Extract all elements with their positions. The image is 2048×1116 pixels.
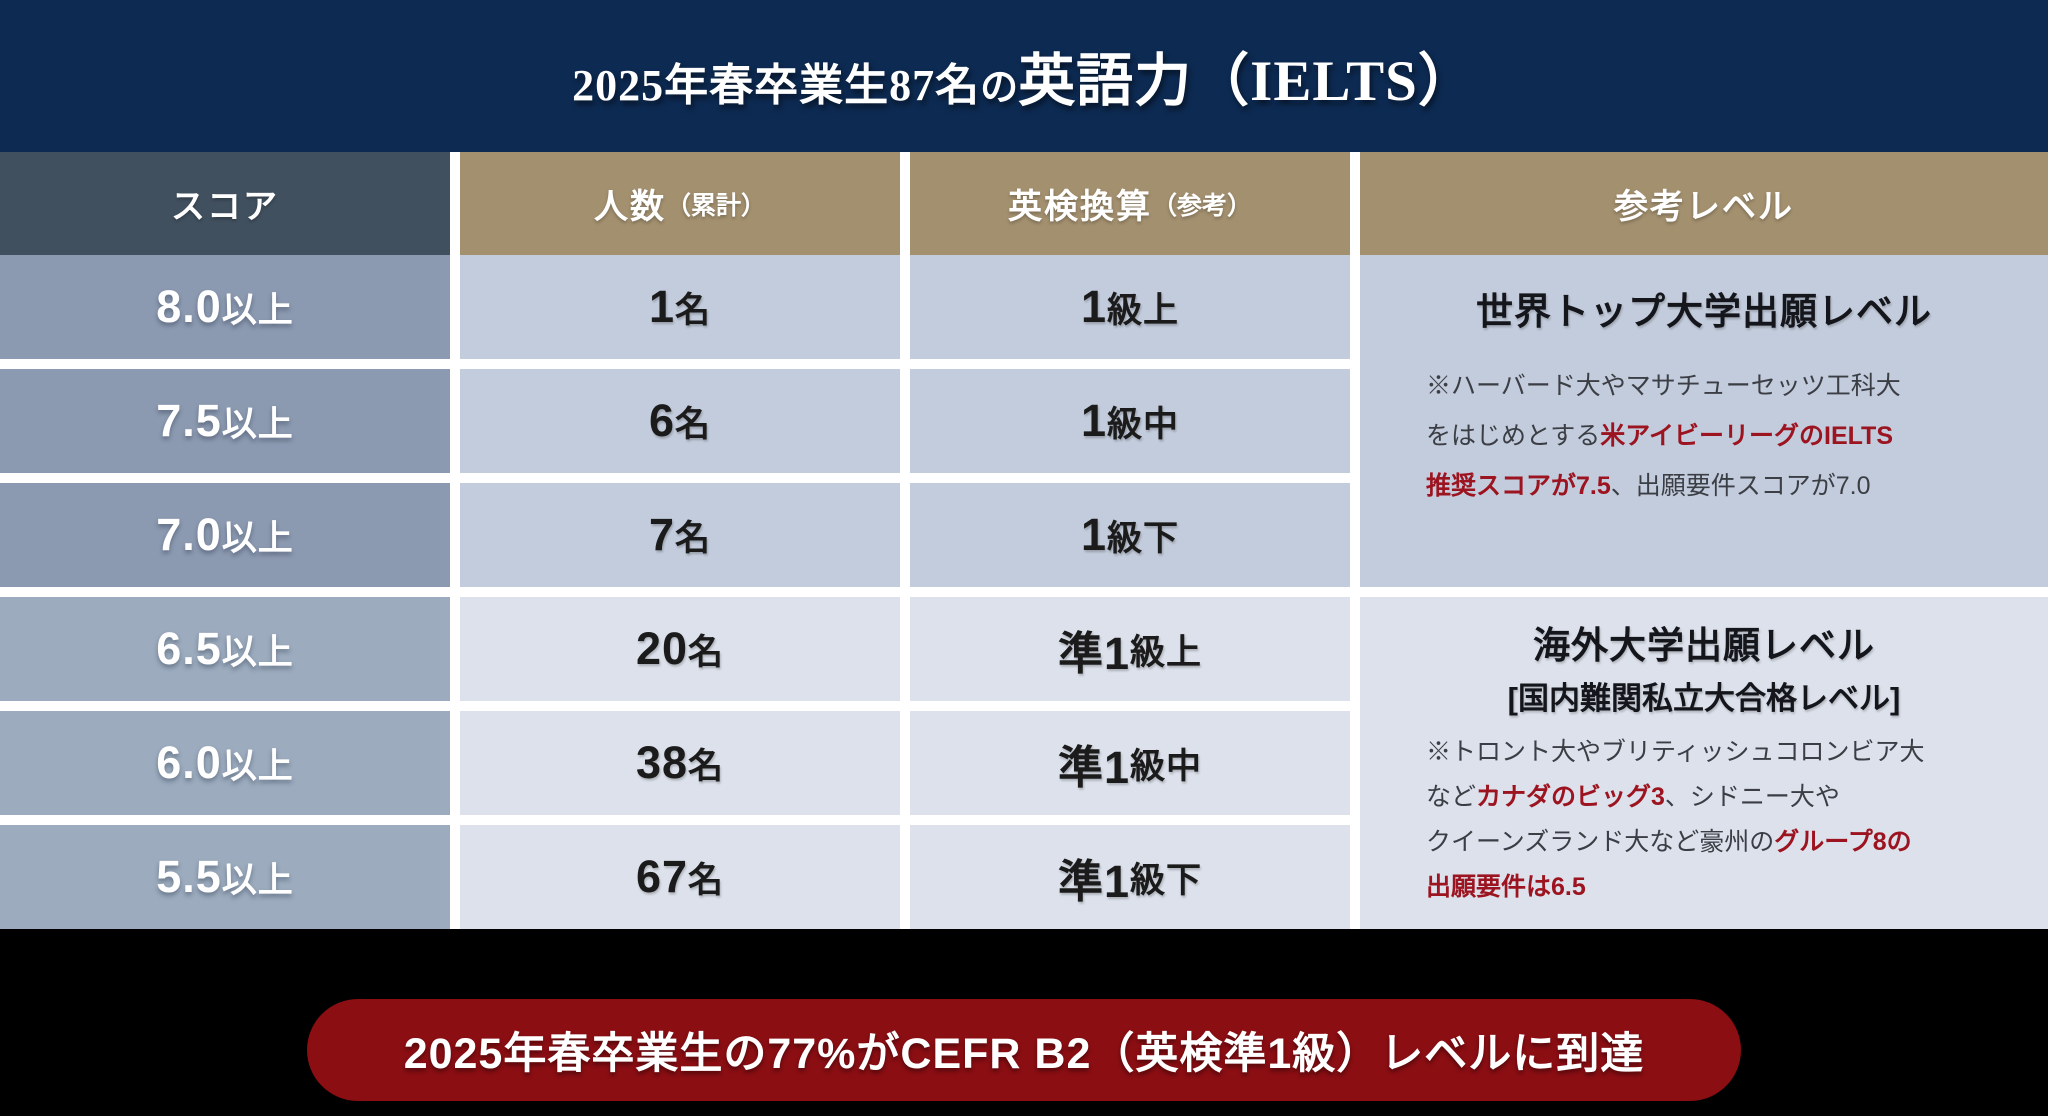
cell-score-row6: 5.5 以上 (0, 825, 450, 929)
column-header-3: 英検換算 （参考） (910, 152, 1350, 255)
cell-score-row1: 8.0 以上 (0, 255, 450, 359)
page-title: 2025年春卒業生87名の英語力（IELTS） (572, 35, 1476, 117)
title-emphasis: 英語力（IELTS） (1018, 50, 1476, 113)
column-header-2: 人数 （累計） (460, 152, 900, 255)
cell-count-row5: 38 名 (460, 711, 900, 815)
summary-banner: 2025年春卒業生の77%がCEFR B2（英検準1級）レベルに到達 (307, 999, 1741, 1101)
footer-section: 2025年春卒業生の77%がCEFR B2（英検準1級）レベルに到達 (0, 929, 2048, 1116)
level-note-world-top: ※ハーバード大やマサチューセッツ工科大 をはじめとする米アイビーリーグのIELTS… (1426, 361, 1982, 511)
cell-eiken-row6: 準1 級下 (910, 825, 1350, 929)
cell-eiken-row1: 1 級上 (910, 255, 1350, 359)
table-body: 世界トップ大学出願レベル ※ハーバード大やマサチューセッツ工科大 をはじめとする米… (0, 255, 2048, 929)
level-subtitle-overseas: [国内難関私立大合格レベル] (1507, 681, 1901, 716)
table-header-row: スコア 人数 （累計） 英検換算 （参考） 参考レベル (0, 152, 2048, 255)
reference-level-world-top: 世界トップ大学出願レベル ※ハーバード大やマサチューセッツ工科大 をはじめとする米… (1360, 255, 2048, 587)
level-title-world-top: 世界トップ大学出願レベル (1476, 291, 1932, 332)
column-header-1: スコア (0, 152, 450, 255)
note-line: 出願要件は6.5 (1426, 873, 1586, 901)
note-line: をはじめとする米アイビーリーグのIELTS (1426, 422, 1893, 450)
title-particle: の (980, 67, 1019, 109)
cell-count-row6: 67 名 (460, 825, 900, 929)
summary-banner-text: 2025年春卒業生の77%がCEFR B2（英検準1級）レベルに到達 (403, 1030, 1645, 1078)
note-line: ※トロント大やブリティッシュコロンビア大 (1426, 738, 1925, 766)
note-line: ※ハーバード大やマサチューセッツ工科大 (1426, 372, 1901, 400)
cell-score-row4: 6.5 以上 (0, 597, 450, 701)
cell-count-row4: 20 名 (460, 597, 900, 701)
column-header-4: 参考レベル (1360, 152, 2048, 255)
cell-eiken-row2: 1 級中 (910, 369, 1350, 473)
cell-score-row3: 7.0 以上 (0, 483, 450, 587)
cell-score-row5: 6.0 以上 (0, 711, 450, 815)
note-line: 推奨スコアが7.5、出願要件スコアが7.0 (1426, 472, 1871, 500)
note-line: などカナダのビッグ3、シドニー大や (1426, 783, 1840, 811)
level-title-overseas: 海外大学出願レベル (1533, 625, 1875, 666)
cell-eiken-row4: 準1 級上 (910, 597, 1350, 701)
cell-eiken-row3: 1 級下 (910, 483, 1350, 587)
level-note-overseas: ※トロント大やブリティッシュコロンビア大 などカナダのビッグ3、シドニー大やクイー… (1426, 730, 1982, 910)
cell-eiken-row5: 準1 級中 (910, 711, 1350, 815)
title-bar: 2025年春卒業生87名の英語力（IELTS） (0, 0, 2048, 152)
cell-score-row2: 7.5 以上 (0, 369, 450, 473)
note-line: クイーンズランド大など豪州のグループ8の (1426, 828, 1912, 856)
reference-level-overseas: 海外大学出願レベル [国内難関私立大合格レベル] ※トロント大やブリティッシュコ… (1360, 597, 2048, 929)
title-prefix: 2025年春卒業生87名 (572, 61, 981, 110)
